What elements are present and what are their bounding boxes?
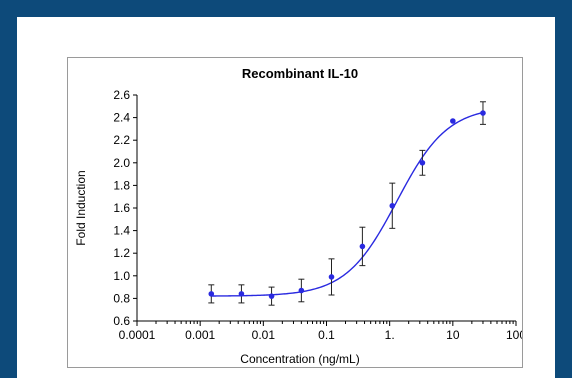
x-tick-label: 0.01 <box>252 328 276 342</box>
y-tick-label: 2.4 <box>113 111 130 125</box>
y-tick-label: 0.8 <box>113 291 130 305</box>
x-axis-label: Concentration (ng/mL) <box>240 352 359 366</box>
y-tick-label: 1.2 <box>113 246 130 260</box>
x-tick-label: 0.001 <box>185 328 215 342</box>
data-point <box>389 202 396 209</box>
y-tick-label: 1.6 <box>113 201 130 215</box>
data-points <box>208 101 486 306</box>
y-tick-label: 1.4 <box>113 224 130 238</box>
y-tick-label: 2.6 <box>113 88 130 102</box>
content-panel: Recombinant IL-10 Fold Induction Concent… <box>17 17 555 378</box>
data-point <box>208 291 215 297</box>
y-tick-label: 1.0 <box>113 269 130 283</box>
chart-frame: Recombinant IL-10 Fold Induction Concent… <box>67 57 523 368</box>
x-tick-label: 10 <box>446 328 460 342</box>
axes: 0.0001 0.001 0.01 0.1 1. 10 100 0.6 0.8 1.0 1.2 1.4… <box>113 88 522 342</box>
x-tick-label: 0.1 <box>318 328 335 342</box>
y-tick-label: 0.6 <box>113 314 130 328</box>
x-tick-label: 1. <box>385 328 395 342</box>
data-point <box>450 118 456 124</box>
y-tick-label: 2.2 <box>113 133 130 147</box>
data-point <box>419 160 426 166</box>
y-tick-label: 2.0 <box>113 156 130 170</box>
y-axis-label: Fold Induction <box>74 170 88 245</box>
fit-curve-path <box>211 111 484 297</box>
data-point <box>328 274 335 280</box>
data-point <box>238 291 245 297</box>
fit-curve <box>211 111 484 297</box>
x-tick-label: 100 <box>506 328 522 342</box>
chart-title: Recombinant IL-10 <box>242 66 358 81</box>
data-point <box>268 293 275 299</box>
x-tick-label: 0.0001 <box>119 328 156 342</box>
data-point <box>298 287 305 294</box>
data-point <box>359 243 366 250</box>
y-tick-label: 1.8 <box>113 178 130 192</box>
data-point <box>480 110 486 116</box>
dose-response-chart: Recombinant IL-10 Fold Induction Concent… <box>74 66 522 366</box>
